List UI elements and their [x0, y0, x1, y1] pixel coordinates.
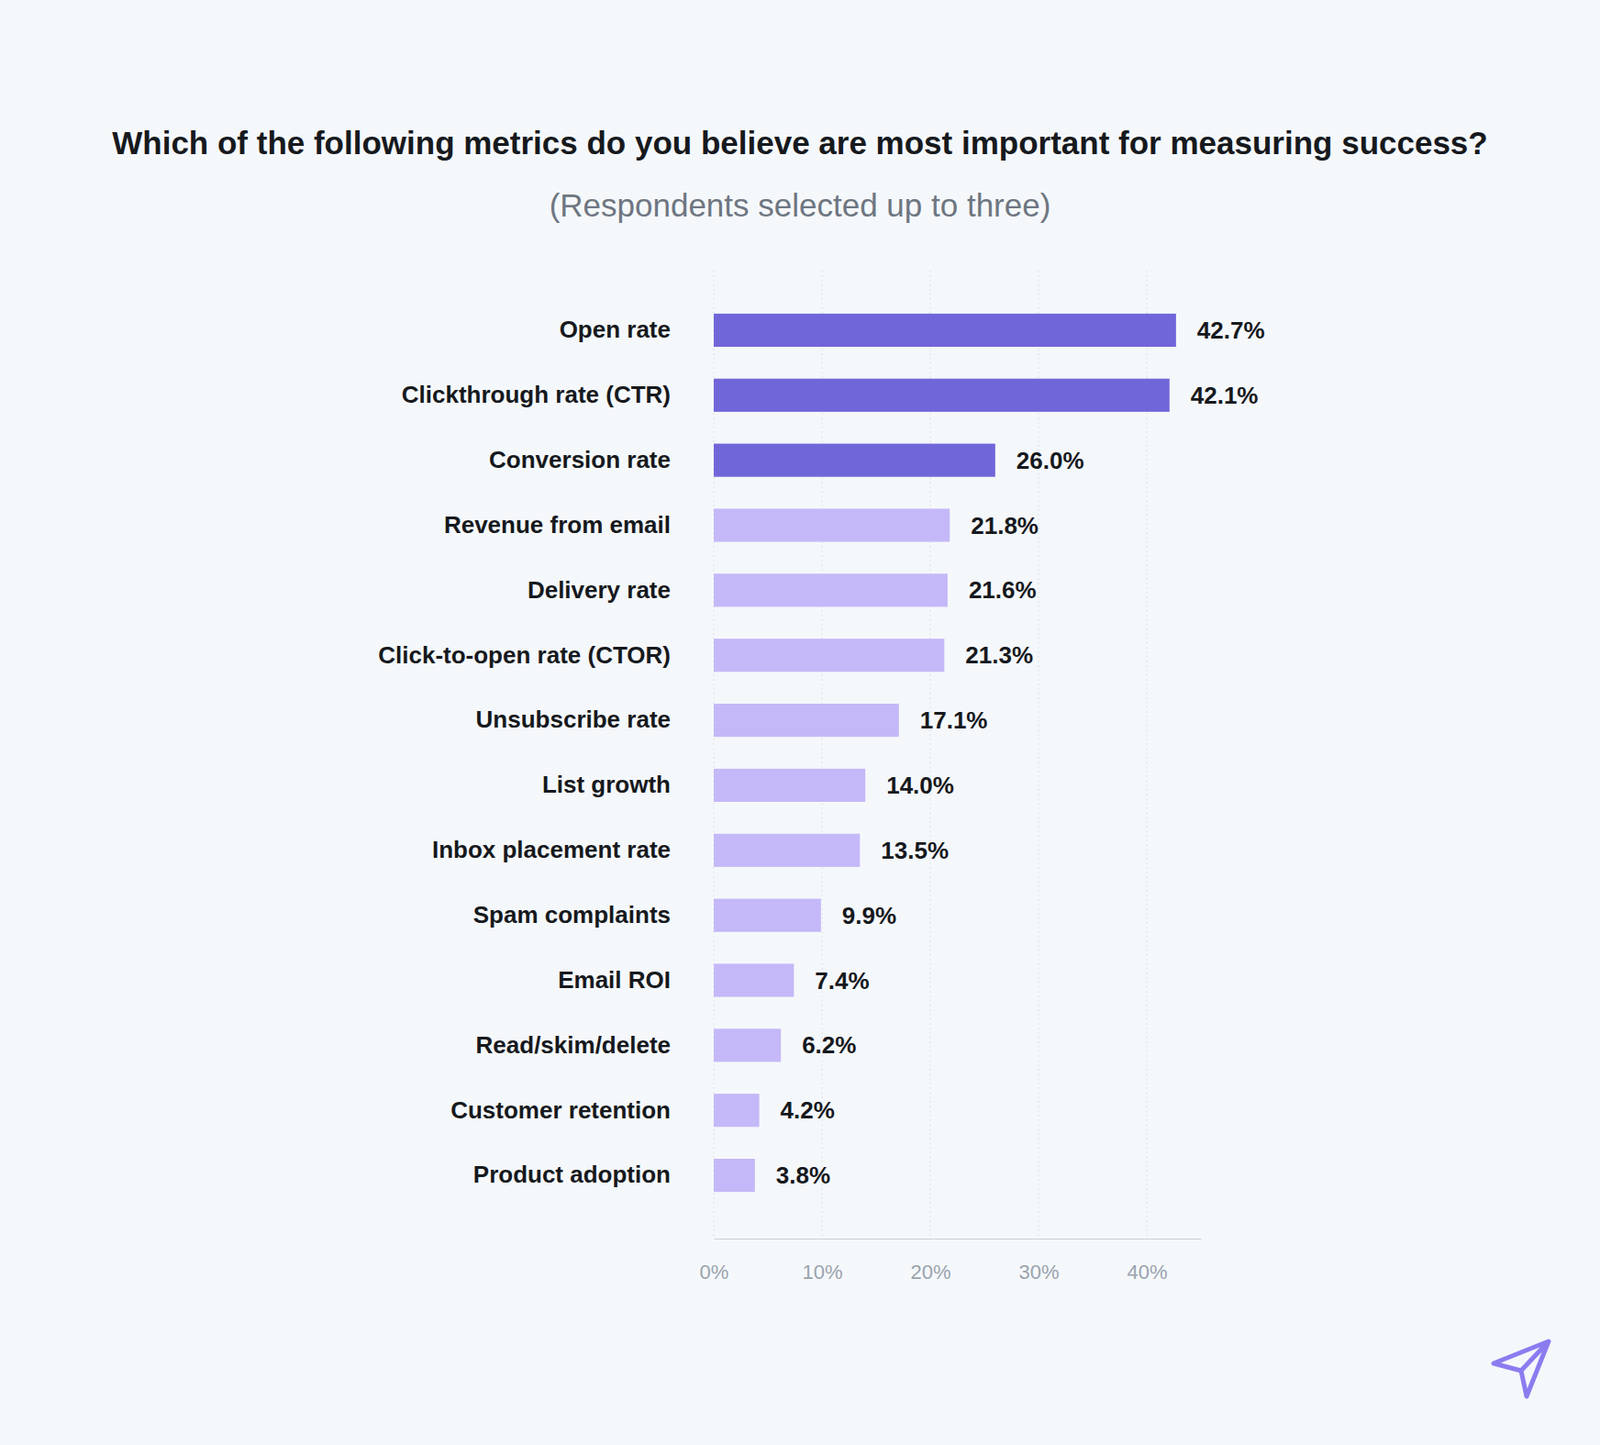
- x-tick: 30%: [1018, 1238, 1059, 1284]
- bar: [713, 899, 822, 933]
- x-tick-label: 20%: [910, 1260, 951, 1284]
- bar: [713, 1093, 760, 1127]
- data-label: 7.4%: [814, 966, 869, 995]
- bar: [713, 833, 860, 867]
- grid-line: [713, 270, 715, 1239]
- y-tick: Click-to-open rate (CTOR): [377, 641, 714, 669]
- x-tick: 40%: [1126, 1238, 1167, 1284]
- grid-line: [930, 270, 932, 1239]
- x-tick: 10%: [801, 1238, 843, 1284]
- x-tick-label: 30%: [1018, 1260, 1059, 1284]
- y-tick-label: Clickthrough rate (CTR): [401, 380, 671, 409]
- x-axis: 0% 10% 20% 30% 40%: [700, 1238, 1202, 1284]
- data-label: 42.7%: [1197, 316, 1266, 345]
- bar: [713, 573, 948, 607]
- x-tick: 20%: [910, 1238, 951, 1284]
- y-tick: Unsubscribe rate: [476, 705, 714, 734]
- bar: [713, 444, 996, 478]
- bar: [713, 768, 866, 802]
- bar: [713, 1028, 781, 1062]
- background: [0, 0, 1600, 1445]
- grid-line: [1146, 270, 1148, 1239]
- data-label: 26.0%: [1016, 446, 1085, 475]
- bar: [713, 703, 900, 737]
- y-tick-label: List growth: [542, 770, 671, 799]
- y-tick: Read/skim/delete: [476, 1031, 714, 1059]
- y-tick: Email ROI: [557, 966, 714, 994]
- y-tick: Product adoption: [473, 1160, 714, 1189]
- title: Which of the following metrics do you be…: [111, 124, 1488, 161]
- y-tick-label: Inbox placement rate: [432, 835, 671, 864]
- y-tick: Customer retention: [450, 1096, 714, 1124]
- data-label: 3.8%: [776, 1161, 831, 1189]
- subtitle: (Respondents selected up to three): [549, 187, 1052, 223]
- bar: [713, 1158, 756, 1192]
- logo: [1493, 1341, 1549, 1397]
- y-tick: Conversion rate: [488, 445, 714, 474]
- y-axis: Open rate Clickthrough rate (CTR) Conversi…: [377, 315, 714, 1189]
- data-label: 21.3%: [965, 641, 1034, 669]
- y-tick: Spam complaints: [473, 900, 714, 929]
- bar: [713, 508, 950, 542]
- y-tick: Revenue from email: [444, 511, 714, 539]
- x-tick-label: 10%: [801, 1260, 843, 1284]
- y-tick-label: Customer retention: [450, 1096, 671, 1124]
- bar: [713, 638, 945, 672]
- data-label: 17.1%: [920, 706, 989, 734]
- grid: [713, 270, 1147, 1239]
- grid-line: [1038, 270, 1040, 1239]
- y-tick-label: Spam complaints: [473, 900, 671, 929]
- y-tick: Inbox placement rate: [432, 835, 714, 864]
- y-tick-label: Conversion rate: [488, 445, 671, 474]
- y-tick-label: Click-to-open rate (CTOR): [377, 641, 671, 669]
- bar: [713, 313, 1177, 347]
- y-tick-label: Open rate: [559, 315, 671, 344]
- y-tick: Open rate: [559, 315, 714, 344]
- chart: Which of the following metrics do you be…: [0, 0, 1600, 1445]
- y-tick-label: Delivery rate: [527, 576, 671, 604]
- data-label: 42.1%: [1190, 381, 1259, 410]
- data-labels: 42.7% 42.1% 26.0% 21.8% 21.6% 21.3% 17.1% 14.0%…: [776, 316, 1266, 1189]
- logo-icon: [1493, 1341, 1549, 1397]
- x-tick-label: 40%: [1126, 1260, 1167, 1284]
- data-label: 21.8%: [970, 511, 1039, 540]
- y-tick-label: Read/skim/delete: [476, 1031, 671, 1059]
- y-tick-label: Revenue from email: [444, 511, 671, 539]
- data-label: 9.9%: [842, 901, 897, 930]
- data-label: 4.2%: [780, 1096, 835, 1124]
- y-tick-label: Email ROI: [557, 966, 671, 994]
- bars: [713, 313, 1177, 1192]
- y-tick: List growth: [542, 770, 714, 799]
- bar: [713, 378, 1170, 412]
- x-tick-label: 0%: [700, 1260, 730, 1284]
- x-axis-line: [714, 1238, 1202, 1240]
- data-label: 14.0%: [886, 771, 955, 800]
- y-tick: Clickthrough rate (CTR): [401, 380, 714, 409]
- bar: [713, 963, 794, 997]
- y-tick-label: Unsubscribe rate: [476, 705, 671, 734]
- data-label: 21.6%: [968, 576, 1037, 604]
- data-label: 13.5%: [880, 836, 949, 865]
- y-tick-label: Product adoption: [473, 1160, 671, 1189]
- grid-line: [822, 270, 823, 1239]
- x-tick: 0%: [700, 1238, 730, 1284]
- data-label: 6.2%: [801, 1031, 856, 1059]
- y-tick: Delivery rate: [527, 576, 714, 604]
